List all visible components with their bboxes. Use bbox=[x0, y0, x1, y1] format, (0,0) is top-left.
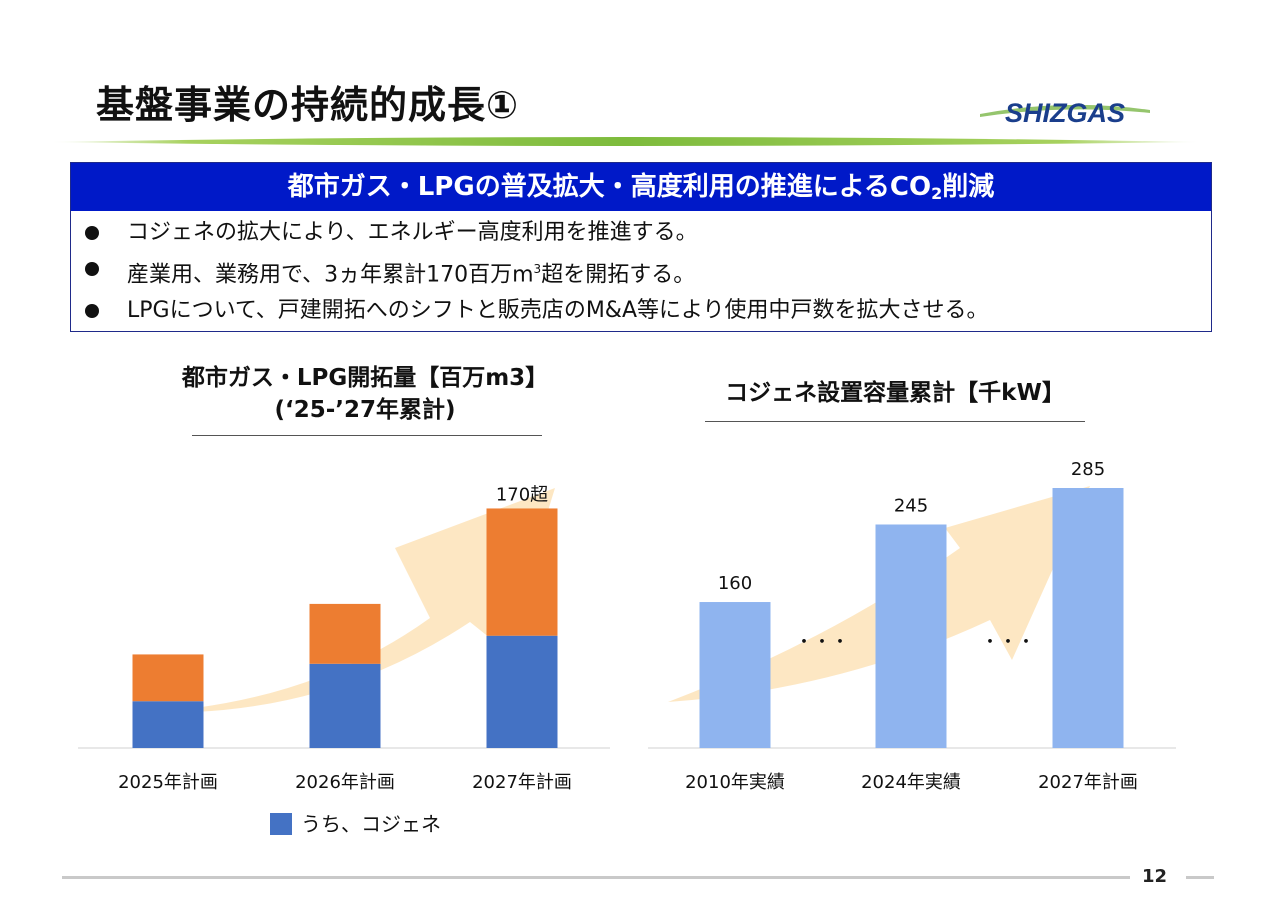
bullet-superscript: 3 bbox=[533, 262, 542, 276]
x-tick-label: 2027年計画 bbox=[472, 772, 572, 793]
footer-divider bbox=[1186, 876, 1214, 879]
banner-heading-end: 削減 bbox=[942, 172, 995, 202]
bar-capacity bbox=[699, 602, 771, 748]
strategy-banner: 都市ガス・LPGの普及拡大・高度利用の推進によるCO2削減 コジェネの拡大により… bbox=[70, 162, 1212, 332]
gap-marker: ・・・ bbox=[981, 632, 1035, 653]
chart2-title: コジェネ設置容量累計【千kW】 bbox=[660, 377, 1130, 422]
bullet-text-end: 超を開拓する。 bbox=[541, 262, 696, 288]
bar-cogen bbox=[132, 701, 204, 748]
data-label: 245 bbox=[894, 495, 928, 516]
growth-arrow bbox=[195, 488, 555, 712]
banner-heading-subscript: 2 bbox=[931, 184, 943, 203]
chart1-title-line2: (‘25-’27年累計) bbox=[274, 397, 456, 423]
chart1-title-underline bbox=[192, 435, 542, 436]
bullet-item: コジェネの拡大により、エネルギー高度利用を推進する。 bbox=[71, 215, 1211, 251]
bullet-list: コジェネの拡大により、エネルギー高度利用を推進する。 産業用、業務用で、3ヵ年累… bbox=[71, 211, 1211, 329]
bullet-text: LPGについて、戸建開拓へのシフトと販売店のM&A等により使用中戸数を拡大させる… bbox=[127, 298, 989, 324]
page-title: 基盤事業の持続的成長① bbox=[96, 83, 520, 127]
svg-text:SHIZGAS: SHIZGAS bbox=[1005, 98, 1125, 128]
bullet-item: LPGについて、戸建開拓へのシフトと販売店のM&A等により使用中戸数を拡大させる… bbox=[71, 293, 1211, 329]
x-tick-label: 2026年計画 bbox=[295, 772, 395, 793]
banner-heading: 都市ガス・LPGの普及拡大・高度利用の推進によるCO2削減 bbox=[71, 163, 1211, 211]
bar-cogen bbox=[309, 663, 381, 748]
footer-divider bbox=[62, 876, 1130, 879]
chart1-title: 都市ガス・LPG開拓量【百万m3】 (‘25-’27年累計) bbox=[130, 362, 600, 436]
data-label: 285 bbox=[1071, 459, 1105, 480]
bar-other bbox=[486, 508, 558, 636]
bullet-icon bbox=[85, 304, 99, 319]
chart2-title-text: コジェネ設置容量累計【千kW】 bbox=[725, 380, 1065, 406]
bar-other bbox=[132, 654, 204, 702]
banner-heading-text: 都市ガス・LPGの普及拡大・高度利用の推進によるCO bbox=[287, 172, 932, 202]
x-tick-label: 2027年計画 bbox=[1038, 772, 1138, 793]
data-label: 170超 bbox=[496, 484, 548, 505]
legend-label: うち、コジェネ bbox=[301, 812, 441, 836]
legend-swatch bbox=[270, 813, 292, 835]
x-tick-label: 2024年実績 bbox=[861, 772, 961, 793]
growth-arrow bbox=[668, 486, 1090, 702]
chart1-title-line1: 都市ガス・LPG開拓量【百万m3】 bbox=[181, 365, 549, 391]
bullet-icon bbox=[85, 262, 99, 276]
title-underline-bar bbox=[50, 137, 1200, 146]
shizgas-logo: SHIZGAS bbox=[980, 98, 1150, 128]
gap-marker: ・・・ bbox=[795, 632, 849, 653]
x-tick-label: 2025年計画 bbox=[118, 772, 218, 793]
data-label: 160 bbox=[718, 573, 752, 594]
bar-cogen bbox=[486, 635, 558, 748]
bullet-icon bbox=[85, 226, 99, 240]
x-tick-label: 2010年実績 bbox=[685, 772, 785, 793]
bullet-text: コジェネの拡大により、エネルギー高度利用を推進する。 bbox=[127, 220, 698, 245]
bar-capacity bbox=[1052, 488, 1124, 748]
bullet-item: 産業用、業務用で、3ヵ年累計170百万m3超を開拓する。 bbox=[71, 251, 1211, 293]
page-number: 12 bbox=[1142, 866, 1168, 887]
bullet-text: 産業用、業務用で、3ヵ年累計170百万m bbox=[127, 262, 534, 288]
chart2-title-underline bbox=[705, 421, 1085, 422]
bar-other bbox=[309, 603, 381, 664]
bar-capacity bbox=[875, 524, 947, 748]
